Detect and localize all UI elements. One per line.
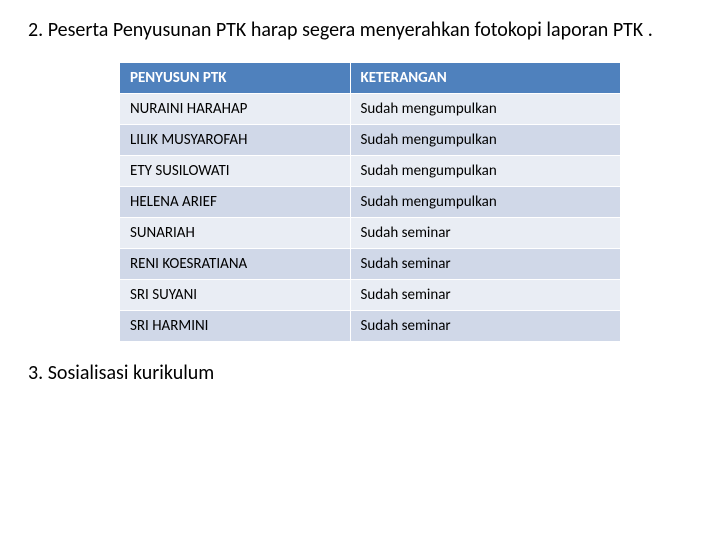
item-2-heading: 2. Peserta Penyusunan PTK harap segera m…	[28, 18, 692, 43]
cell-penyusun: ETY SUSILOWATI	[120, 156, 350, 187]
table-body: NURAINI HARAHAPSudah mengumpulkanLILIK M…	[120, 94, 620, 342]
col-header-penyusun: PENYUSUN PTK	[120, 63, 350, 94]
cell-penyusun: RENI KOESRATIANA	[120, 249, 350, 280]
cell-penyusun: SRI SUYANI	[120, 280, 350, 311]
cell-penyusun: LILIK MUSYAROFAH	[120, 125, 350, 156]
table-header-row: PENYUSUN PTK KETERANGAN	[120, 63, 620, 94]
cell-penyusun: HELENA ARIEF	[120, 187, 350, 218]
table-row: ETY SUSILOWATISudah mengumpulkan	[120, 156, 620, 187]
cell-keterangan: Sudah seminar	[350, 249, 620, 280]
cell-keterangan: Sudah mengumpulkan	[350, 94, 620, 125]
ptk-table: PENYUSUN PTK KETERANGAN NURAINI HARAHAPS…	[120, 63, 620, 341]
table-row: NURAINI HARAHAPSudah mengumpulkan	[120, 94, 620, 125]
cell-penyusun: SUNARIAH	[120, 218, 350, 249]
cell-penyusun: NURAINI HARAHAP	[120, 94, 350, 125]
item-3-heading: 3. Sosialisasi kurikulum	[28, 361, 692, 385]
cell-keterangan: Sudah seminar	[350, 218, 620, 249]
cell-keterangan: Sudah mengumpulkan	[350, 187, 620, 218]
cell-keterangan: Sudah seminar	[350, 311, 620, 342]
table-row: SUNARIAHSudah seminar	[120, 218, 620, 249]
cell-keterangan: Sudah mengumpulkan	[350, 125, 620, 156]
table-row: SRI HARMINISudah seminar	[120, 311, 620, 342]
slide-page: 2. Peserta Penyusunan PTK harap segera m…	[0, 0, 720, 385]
table-row: LILIK MUSYAROFAHSudah mengumpulkan	[120, 125, 620, 156]
ptk-table-container: PENYUSUN PTK KETERANGAN NURAINI HARAHAPS…	[120, 63, 620, 341]
cell-keterangan: Sudah seminar	[350, 280, 620, 311]
cell-keterangan: Sudah mengumpulkan	[350, 156, 620, 187]
table-row: HELENA ARIEFSudah mengumpulkan	[120, 187, 620, 218]
table-row: RENI KOESRATIANASudah seminar	[120, 249, 620, 280]
col-header-keterangan: KETERANGAN	[350, 63, 620, 94]
table-row: SRI SUYANISudah seminar	[120, 280, 620, 311]
cell-penyusun: SRI HARMINI	[120, 311, 350, 342]
